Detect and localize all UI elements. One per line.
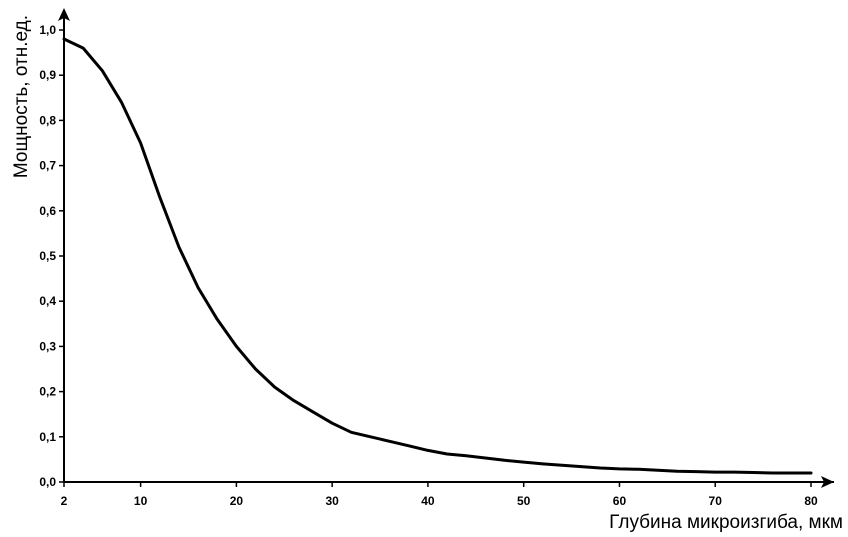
y-axis-arrow	[58, 8, 70, 21]
x-tick-label: 10	[134, 494, 148, 508]
y-tick-label: 0,9	[39, 68, 56, 82]
x-tick-label: 2	[61, 494, 68, 508]
x-axis-title: Глубина микроизгиба, мкм	[609, 512, 843, 533]
y-tick-label: 0,3	[39, 339, 56, 353]
x-axis-arrow	[821, 476, 834, 488]
y-tick-label: 0,1	[39, 430, 56, 444]
y-tick-label: 0,2	[39, 385, 56, 399]
x-tick-label: 80	[804, 494, 818, 508]
y-tick-label: 0,6	[39, 204, 56, 218]
chart-axes	[58, 8, 834, 488]
x-tick-label: 40	[421, 494, 435, 508]
y-tick-label: 0,5	[39, 249, 56, 263]
x-axis-ticks: 2 10 20 30 40 50 60 70 80	[61, 482, 818, 508]
y-axis-title: Мощность, отн.ед.	[11, 15, 32, 178]
y-tick-label: 0,8	[39, 113, 56, 127]
y-tick-label: 0,0	[39, 475, 56, 489]
x-tick-label: 70	[709, 494, 723, 508]
y-tick-label: 1,0	[39, 23, 56, 37]
x-tick-label: 60	[613, 494, 627, 508]
x-tick-label: 50	[517, 494, 531, 508]
x-tick-label: 30	[325, 494, 339, 508]
y-axis-ticks: 0,0 0,1 0,2 0,3 0,4 0,5 0,6 0,7 0,8 0,9 1,0	[39, 23, 64, 489]
x-tick-label: 20	[230, 494, 244, 508]
chart-series	[62, 37, 813, 475]
y-tick-label: 0,7	[39, 159, 56, 173]
series-line	[62, 37, 813, 475]
y-tick-label: 0,4	[39, 294, 56, 308]
